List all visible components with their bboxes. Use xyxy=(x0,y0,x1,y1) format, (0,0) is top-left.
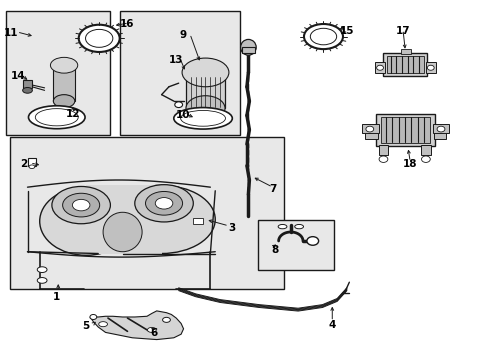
Ellipse shape xyxy=(294,225,303,229)
Text: 8: 8 xyxy=(270,245,278,255)
Ellipse shape xyxy=(79,25,120,52)
Ellipse shape xyxy=(378,156,387,162)
Bar xyxy=(120,12,239,135)
Text: 10: 10 xyxy=(176,111,190,121)
Bar xyxy=(5,12,110,135)
Ellipse shape xyxy=(310,28,336,45)
Bar xyxy=(86,185,161,253)
Bar xyxy=(258,220,333,270)
Ellipse shape xyxy=(28,106,85,129)
Text: 18: 18 xyxy=(402,159,417,169)
Ellipse shape xyxy=(145,192,182,215)
Text: 12: 12 xyxy=(65,109,80,119)
Bar xyxy=(193,219,203,224)
Text: 13: 13 xyxy=(169,55,183,65)
Bar xyxy=(185,76,224,108)
Ellipse shape xyxy=(53,60,75,73)
Ellipse shape xyxy=(35,109,78,126)
Text: 11: 11 xyxy=(4,28,19,38)
Ellipse shape xyxy=(103,212,142,252)
Text: 15: 15 xyxy=(339,26,353,36)
Bar xyxy=(378,145,387,155)
Ellipse shape xyxy=(278,225,286,229)
Ellipse shape xyxy=(185,63,224,89)
Text: 9: 9 xyxy=(180,30,187,40)
Ellipse shape xyxy=(436,126,444,132)
Ellipse shape xyxy=(180,111,225,126)
Ellipse shape xyxy=(99,321,107,327)
Bar xyxy=(361,125,378,134)
Ellipse shape xyxy=(40,187,132,255)
Bar xyxy=(374,62,384,73)
Ellipse shape xyxy=(427,65,433,70)
Bar xyxy=(27,158,36,166)
Ellipse shape xyxy=(174,102,182,108)
Text: 6: 6 xyxy=(150,328,158,338)
Text: 7: 7 xyxy=(268,184,276,194)
Ellipse shape xyxy=(62,193,100,217)
Bar xyxy=(425,62,435,73)
Text: 3: 3 xyxy=(228,224,235,233)
Bar xyxy=(23,80,32,88)
Ellipse shape xyxy=(155,198,172,209)
Ellipse shape xyxy=(50,57,78,73)
Ellipse shape xyxy=(173,108,232,129)
Ellipse shape xyxy=(108,185,215,253)
Ellipse shape xyxy=(365,126,373,132)
Ellipse shape xyxy=(37,278,47,283)
Bar xyxy=(386,55,423,73)
Ellipse shape xyxy=(135,185,193,222)
Ellipse shape xyxy=(147,327,156,332)
Ellipse shape xyxy=(37,267,47,273)
Ellipse shape xyxy=(304,24,342,49)
Text: 1: 1 xyxy=(53,292,61,302)
Ellipse shape xyxy=(185,96,224,121)
Bar xyxy=(420,145,430,155)
Bar xyxy=(10,137,283,289)
Ellipse shape xyxy=(240,40,256,55)
Text: 5: 5 xyxy=(82,321,89,331)
Bar xyxy=(365,132,377,139)
Ellipse shape xyxy=(306,237,318,245)
Bar xyxy=(383,53,427,76)
Polygon shape xyxy=(90,311,183,339)
Text: 4: 4 xyxy=(328,320,335,330)
Text: 2: 2 xyxy=(20,159,28,169)
Ellipse shape xyxy=(72,199,90,211)
Ellipse shape xyxy=(22,87,32,93)
Bar xyxy=(400,49,410,54)
Bar xyxy=(432,125,448,134)
Bar xyxy=(380,117,429,143)
Ellipse shape xyxy=(52,186,110,224)
Ellipse shape xyxy=(421,156,429,162)
Ellipse shape xyxy=(85,30,113,47)
Text: 14: 14 xyxy=(10,71,25,81)
Ellipse shape xyxy=(182,58,228,87)
Ellipse shape xyxy=(90,315,97,319)
Ellipse shape xyxy=(53,95,75,108)
Ellipse shape xyxy=(162,318,170,322)
Bar xyxy=(433,132,445,139)
Bar xyxy=(53,67,75,101)
Ellipse shape xyxy=(29,165,35,168)
Ellipse shape xyxy=(376,65,383,70)
Text: 16: 16 xyxy=(120,19,135,29)
Text: 17: 17 xyxy=(395,26,409,36)
Bar xyxy=(242,47,254,53)
Bar xyxy=(375,114,434,146)
